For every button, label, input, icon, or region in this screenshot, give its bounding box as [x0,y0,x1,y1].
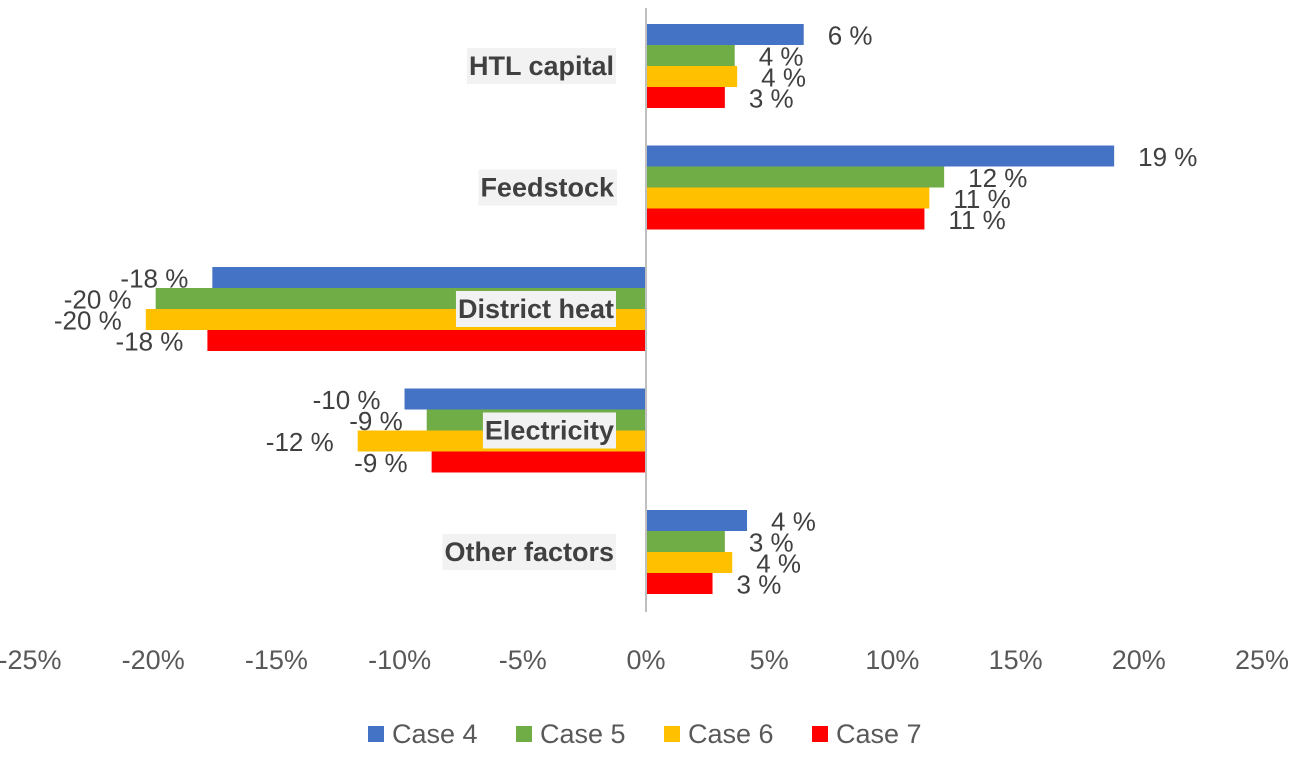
x-tick-label: -15% [245,645,308,675]
data-label: 4 % [771,507,816,537]
bar-case-5-htl-capital [646,45,735,66]
x-tick-label: 25% [1235,645,1289,675]
data-label: -9 % [354,448,407,478]
data-label: 3 % [749,84,794,114]
data-label: -20 % [54,306,122,336]
data-label: -9 % [349,406,402,436]
category-label: District heat [458,294,614,324]
data-label: -18 % [115,327,183,357]
legend-swatch [812,726,828,742]
legend-swatch [368,726,384,742]
category-label: Other factors [444,537,614,567]
data-label: 6 % [828,21,873,51]
data-label: -18 % [120,264,188,294]
category-label-background [455,291,617,327]
data-label: -20 % [64,285,132,315]
bar-case-6-htl-capital [646,66,738,87]
data-label: -12 % [266,427,334,457]
legend-entry: Case 7 [836,719,922,749]
x-axis-tick-labels: -25% -20% -15% -10% -5% 0% 5% 10% 15% 20% 25% [0,645,1289,675]
bar-case-7-electricity [431,451,646,473]
category-label: HTL capital [469,51,614,81]
bar-case-7-other-factors [646,573,713,594]
bar-case-4-htl-capital [646,24,804,45]
data-label: 4 % [756,549,801,579]
bar-case-6-feedstock [646,187,930,209]
bar-case-7-feedstock [646,208,925,230]
category-label-background [478,169,617,206]
bar-case-4-other-factors [646,510,748,531]
x-tick-label: 20% [1112,645,1166,675]
data-label: 3 % [749,528,794,558]
x-tick-label: 0% [626,645,665,675]
data-label: 11 % [948,205,1005,235]
legend-swatch [664,726,680,742]
data-label: 11 % [953,184,1010,214]
bar-case-4-electricity [404,388,646,410]
x-tick-label: -25% [0,645,62,675]
data-label: 3 % [737,570,782,600]
bar-case-5-feedstock [646,166,945,188]
legend-entry: Case 5 [540,719,626,749]
x-tick-label: -5% [499,645,547,675]
bar-case-5-other-factors [646,531,725,552]
x-tick-label: 5% [750,645,789,675]
data-label: 4 % [759,42,804,72]
category-labels: HTL capital Feedstock District heat Electri… [442,48,617,570]
x-tick-label: 10% [865,645,919,675]
x-tick-label: -10% [368,645,431,675]
legend-entry: Case 6 [688,719,774,749]
category-label: Electricity [485,416,614,446]
category-label: Feedstock [480,173,615,203]
bar-case-7-htl-capital [646,87,725,108]
bar-case-4-district-heat [212,267,646,288]
data-label: -10 % [313,385,381,415]
legend: Case 4 Case 5 Case 6 Case 7 [368,719,922,749]
x-tick-label: -20% [122,645,185,675]
bar-case-7-district-heat [207,330,646,351]
data-label: 12 % [968,163,1027,193]
bar-case-6-other-factors [646,552,733,573]
x-tick-label: 15% [989,645,1043,675]
category-label-background [466,48,616,84]
data-label: 19 % [1138,142,1197,172]
legend-entry: Case 4 [392,719,478,749]
data-label: 4 % [761,63,806,93]
data-labels: 6 %4 %4 %3 %19 %12 %11 %11 %-18 %-20 %-2… [54,21,1198,600]
legend-swatch [516,726,532,742]
bars-layer [145,24,1115,594]
category-label-background [442,534,616,570]
bar-case-4-feedstock [646,145,1115,167]
category-label-background [482,412,616,449]
